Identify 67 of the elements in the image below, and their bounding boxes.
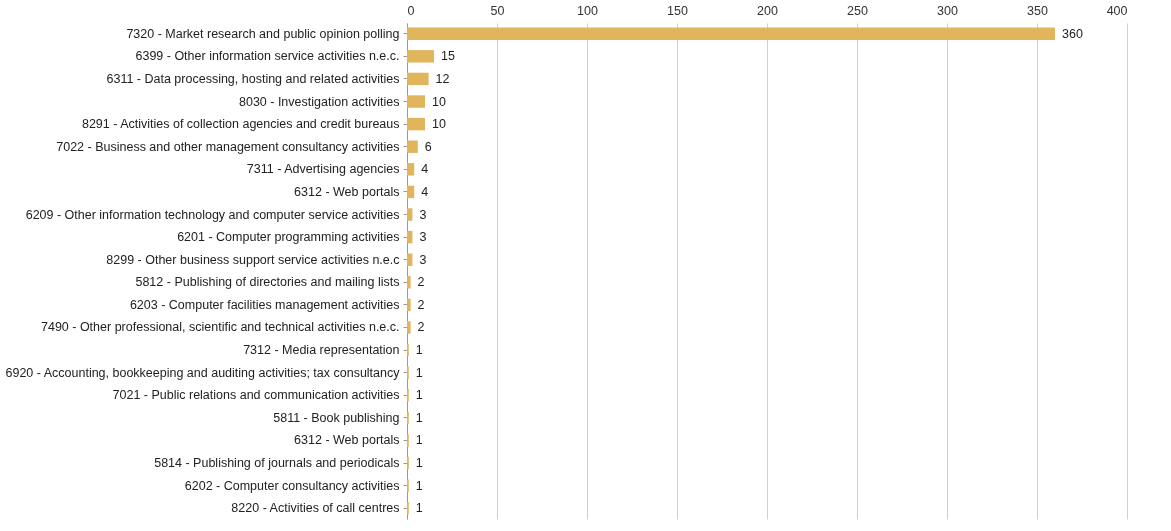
y-tick-label: 6201 - Computer programming activities bbox=[177, 230, 400, 245]
bar bbox=[407, 185, 415, 199]
bar bbox=[407, 208, 413, 221]
x-tick-label: 300 bbox=[937, 3, 958, 18]
data-label: 10 bbox=[432, 117, 446, 132]
data-label: 15 bbox=[441, 49, 455, 64]
y-tick-label: 7320 - Market research and public opinion polling bbox=[126, 26, 400, 41]
y-tick-label: 6209 - Other information technology and computer service activities bbox=[25, 207, 400, 222]
bar bbox=[407, 27, 1055, 40]
data-label: 1 bbox=[415, 388, 423, 403]
y-tick-label: 6312 - Web portals bbox=[294, 433, 400, 448]
bar bbox=[407, 230, 413, 244]
y-tick-label: 6312 - Web portals bbox=[294, 184, 400, 199]
y-tick-label: 6399 - Other information service activities n.e.c. bbox=[135, 49, 400, 64]
y-tick-label: 7312 - Media representation bbox=[243, 343, 400, 358]
data-label: 1 bbox=[415, 410, 423, 425]
y-tick-label: 6920 - Accounting, bookkeeping and auditing activities; tax consultancy bbox=[5, 365, 401, 380]
data-label: 1 bbox=[415, 365, 423, 380]
y-tick-label: 6202 - Computer consultancy activities bbox=[184, 478, 400, 493]
y-tick-label: 8299 - Other business support service activities n.e.c bbox=[106, 252, 400, 267]
data-label: 10 bbox=[432, 94, 446, 109]
data-label: 360 bbox=[1062, 26, 1083, 41]
y-tick-label: 7311 - Advertising agencies bbox=[246, 162, 400, 177]
y-tick-label: 7021 - Public relations and communication activities bbox=[112, 388, 400, 403]
bar bbox=[407, 50, 434, 63]
y-tick-label: 5814 - Publishing of journals and periodicals bbox=[154, 456, 400, 471]
data-label: 1 bbox=[415, 456, 423, 471]
data-label: 2 bbox=[417, 320, 425, 335]
x-tick-label: 250 bbox=[847, 3, 868, 18]
y-tick-label: 6203 - Computer facilities management activities bbox=[129, 297, 400, 312]
data-label: 1 bbox=[415, 478, 423, 493]
y-tick-label: 8220 - Activities of call centres bbox=[231, 501, 400, 516]
y-tick-label: 5811 - Book publishing bbox=[273, 410, 400, 425]
y-tick-label: 6311 - Data processing, hosting and related activities bbox=[106, 71, 400, 86]
data-label: 3 bbox=[419, 207, 427, 222]
data-label: 4 bbox=[421, 162, 429, 177]
y-tick-label: 7490 - Other professional, scientific and technical activities n.e.c. bbox=[40, 320, 400, 335]
bar bbox=[407, 72, 429, 86]
bar bbox=[407, 95, 425, 108]
bar bbox=[407, 163, 415, 176]
data-label: 2 bbox=[417, 297, 425, 312]
data-label: 3 bbox=[419, 252, 427, 267]
x-tick-label: 50 bbox=[490, 3, 505, 18]
bar bbox=[407, 276, 411, 289]
bar bbox=[407, 117, 425, 131]
y-tick-label: 8291 - Activities of collection agencies and credit bureaus bbox=[81, 117, 400, 132]
y-tick-label: 7022 - Business and other management consultancy activities bbox=[56, 139, 400, 154]
bar bbox=[407, 140, 418, 153]
x-tick-label: 150 bbox=[667, 3, 688, 18]
data-label: 3 bbox=[419, 230, 427, 245]
data-label: 1 bbox=[415, 501, 423, 516]
y-tick-label: 8030 - Investigation activities bbox=[238, 94, 400, 109]
bar bbox=[407, 321, 411, 334]
bar bbox=[407, 253, 413, 266]
y-tick-label: 5812 - Publishing of directories and mailing lists bbox=[135, 275, 400, 290]
data-label: 1 bbox=[415, 343, 423, 358]
bar bbox=[407, 298, 411, 312]
x-tick-label: 200 bbox=[757, 3, 778, 18]
x-tick-label: 350 bbox=[1027, 3, 1048, 18]
data-label: 4 bbox=[421, 184, 429, 199]
data-label: 1 bbox=[415, 433, 423, 448]
x-tick-label: 100 bbox=[577, 3, 598, 18]
x-tick-label: 400 bbox=[1106, 3, 1128, 18]
data-label: 2 bbox=[417, 275, 425, 290]
x-tick-label: 0 bbox=[407, 3, 415, 18]
data-label: 12 bbox=[435, 71, 450, 86]
data-label: 6 bbox=[424, 139, 432, 154]
